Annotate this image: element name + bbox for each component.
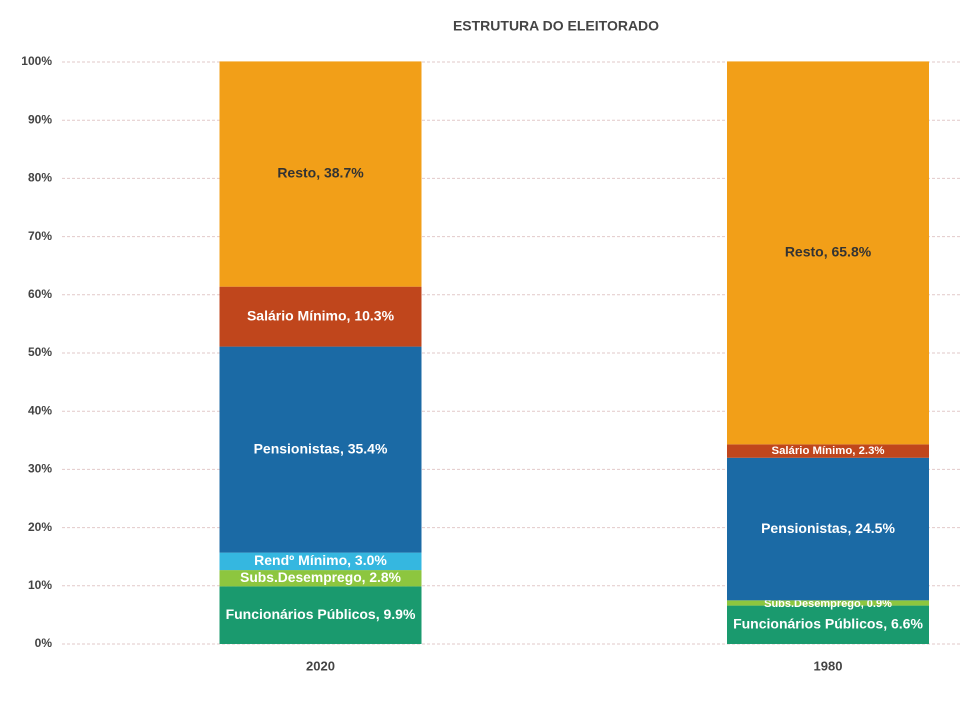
data-label: Funcionários Públicos, 6.6% — [733, 615, 923, 631]
data-label: Salário Mínimo, 2.3% — [772, 445, 885, 457]
bar-segment — [219, 586, 422, 644]
y-tick-label: 100% — [21, 54, 52, 68]
x-tick-label: 2020 — [306, 658, 335, 673]
data-label: Funcionários Públicos, 9.9% — [226, 606, 416, 622]
bar-segment — [219, 552, 422, 571]
y-tick-label: 60% — [28, 287, 52, 301]
data-label: Subs.Desemprego, 2.8% — [240, 569, 401, 585]
y-tick-label: 70% — [28, 229, 52, 243]
bar-segment — [219, 346, 422, 553]
bar-segment — [727, 600, 929, 606]
y-tick-label: 40% — [28, 403, 52, 417]
bar-segment — [219, 286, 422, 347]
y-tick-label: 30% — [28, 462, 52, 476]
y-tick-label: 10% — [28, 578, 52, 592]
bar-segment — [219, 570, 422, 587]
y-tick-label: 20% — [28, 520, 52, 534]
data-label: Pensionistas, 35.4% — [254, 440, 388, 456]
x-tick-label: 1980 — [814, 658, 843, 673]
data-label: Pensionistas, 24.5% — [761, 520, 895, 536]
y-tick-label: 0% — [35, 636, 53, 650]
data-label: Resto, 65.8% — [785, 244, 872, 260]
y-tick-label: 50% — [28, 345, 52, 359]
bar-segment — [727, 605, 929, 644]
y-tick-label: 80% — [28, 171, 52, 185]
bar-segment — [727, 61, 929, 445]
data-label: Subs.Desemprego, 0.9% — [764, 598, 892, 610]
data-label: Resto, 38.7% — [277, 165, 364, 181]
bar-segment — [727, 444, 929, 458]
bar-segment — [727, 457, 929, 601]
bar-segment — [219, 61, 422, 287]
chart-title: ESTRUTURA DO ELEITORADO — [453, 18, 659, 34]
y-tick-label: 90% — [28, 112, 52, 126]
data-label: Rendº Mínimo, 3.0% — [254, 552, 387, 568]
data-label: Salário Mínimo, 10.3% — [247, 307, 395, 323]
